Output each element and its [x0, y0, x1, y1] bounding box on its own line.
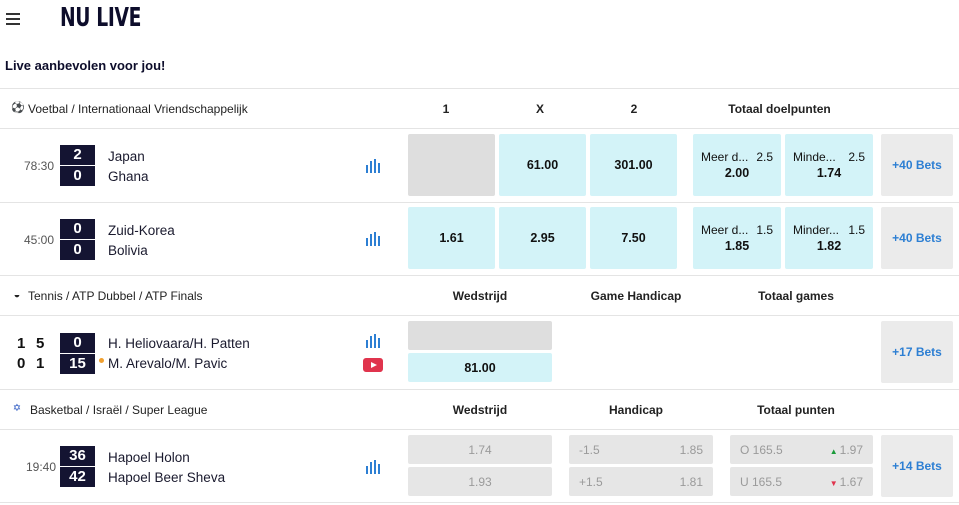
team-home[interactable]: H. Heliovaara/H. Patten — [108, 336, 250, 351]
odd-total-over: O 165.5 ▲ 1.97 — [730, 435, 873, 464]
more-bets-button[interactable]: +40 Bets — [881, 134, 953, 196]
set-score-away-1: 0 — [17, 355, 26, 372]
section-subtitle: Live aanbevolen voor jou! — [5, 58, 166, 73]
israel-flag-icon: ✡ — [12, 403, 22, 414]
match-time: 45:00 — [24, 233, 55, 247]
team-home[interactable]: Zuid-Korea — [108, 223, 175, 238]
column-header-match: Wedstrijd — [452, 289, 508, 303]
column-header-match: Wedstrijd — [452, 403, 508, 417]
set-score-home-1: 1 — [17, 335, 26, 352]
statistics-icon[interactable] — [366, 334, 380, 348]
team-home[interactable]: Hapoel Holon — [108, 450, 190, 465]
score-box: 2 0 — [60, 145, 95, 186]
breadcrumb: Voetbal / Internationaal Vriendschappeli… — [28, 102, 248, 116]
more-bets-button[interactable]: +40 Bets — [881, 207, 953, 269]
breadcrumb: Tennis / ATP Dubbel / ATP Finals — [28, 289, 203, 303]
more-bets-button[interactable]: +14 Bets — [881, 435, 953, 497]
menu-hamburger-icon[interactable] — [6, 13, 20, 25]
column-header-total-goals: Totaal doelpunten — [728, 102, 831, 116]
odd-home-win — [408, 321, 552, 350]
odd-away-win[interactable]: 301.00 — [590, 134, 677, 196]
team-away[interactable]: Ghana — [108, 169, 149, 184]
match-row[interactable]: 45:00 0 0 Zuid-Korea Bolivia 1.61 2.95 7… — [0, 202, 959, 275]
odd-over-goals[interactable]: Meer d... 2.5 2.00 — [693, 134, 781, 196]
set-score-home-2: 5 — [36, 335, 45, 352]
odd-handicap-home: -1.5 1.85 — [569, 435, 713, 464]
odd-home-win: 1.74 — [408, 435, 552, 464]
odd-total-under: U 165.5 ▼ 1.67 — [730, 467, 873, 496]
score-box: 0 0 — [60, 219, 95, 260]
score-home: 0 — [73, 220, 82, 237]
column-header-game-handicap: Game Handicap — [590, 289, 682, 303]
match-row[interactable]: 78:30 2 0 Japan Ghana 61.00 301.00 Meer … — [0, 128, 959, 202]
column-header-1: 1 — [442, 102, 450, 116]
odd-home-win[interactable]: 1.61 — [408, 207, 495, 269]
odd-over-goals[interactable]: Meer d... 1.5 1.85 — [693, 207, 781, 269]
odd-draw[interactable]: 2.95 — [499, 207, 586, 269]
match-time: 19:40 — [26, 460, 57, 474]
section-header-football: ⚽ Voetbal / Internationaal Vriendschappe… — [0, 88, 959, 128]
odd-home-win — [408, 134, 495, 196]
score-home: 2 — [73, 146, 82, 163]
trend-down-icon: ▼ — [829, 478, 838, 488]
score-home: 36 — [69, 447, 86, 464]
match-row[interactable]: 1 5 0 1 0 15 H. Heliovaara/H. Patten M. … — [0, 315, 959, 389]
column-header-2: 2 — [630, 102, 638, 116]
section-header-basketball: ✡ Basketbal / Israël / Super League Weds… — [0, 389, 959, 429]
more-bets-button[interactable]: +17 Bets — [881, 321, 953, 383]
score-box: 36 42 — [60, 446, 95, 487]
set-score-away-2: 1 — [36, 355, 45, 372]
odd-handicap-away: +1.5 1.81 — [569, 467, 713, 496]
odd-draw[interactable]: 61.00 — [499, 134, 586, 196]
team-away[interactable]: Bolivia — [108, 243, 148, 258]
match-row[interactable]: 19:40 36 42 Hapoel Holon Hapoel Beer She… — [0, 429, 959, 503]
score-away: 15 — [69, 355, 86, 372]
column-header-total-games: Totaal games — [758, 289, 834, 303]
odd-under-goals[interactable]: Minder... 1.5 1.82 — [785, 207, 873, 269]
column-header-x: X — [535, 102, 544, 116]
trend-up-icon: ▲ — [829, 446, 838, 456]
soccer-ball-icon: ⚽ — [11, 102, 25, 114]
odd-away-win[interactable]: 7.50 — [590, 207, 677, 269]
score-box: 0 15 — [60, 333, 95, 374]
breadcrumb: Basketbal / Israël / Super League — [30, 403, 208, 417]
team-away[interactable]: M. Arevalo/M. Pavic — [108, 356, 228, 371]
statistics-icon[interactable] — [366, 159, 380, 173]
odd-away-win: 1.93 — [408, 467, 552, 496]
match-time: 78:30 — [24, 159, 55, 173]
column-header-total-points: Totaal punten — [757, 403, 835, 417]
odd-under-goals[interactable]: Minde... 2.5 1.74 — [785, 134, 873, 196]
statistics-icon[interactable] — [366, 460, 380, 474]
team-home[interactable]: Japan — [108, 149, 145, 164]
page-title: NU LIVE — [60, 3, 142, 33]
score-away: 0 — [73, 241, 82, 258]
tennis-ball-icon: ◒ — [13, 289, 21, 301]
score-away: 42 — [69, 468, 86, 485]
section-header-tennis: ◒ Tennis / ATP Dubbel / ATP Finals Wedst… — [0, 275, 959, 315]
odd-away-win[interactable]: 81.00 — [408, 353, 552, 382]
score-away: 0 — [73, 167, 82, 184]
serving-indicator — [99, 358, 104, 363]
statistics-icon[interactable] — [366, 232, 380, 246]
column-header-handicap: Handicap — [608, 403, 663, 417]
live-video-icon[interactable] — [363, 358, 383, 372]
score-home: 0 — [73, 334, 82, 351]
team-away[interactable]: Hapoel Beer Sheva — [108, 470, 226, 485]
